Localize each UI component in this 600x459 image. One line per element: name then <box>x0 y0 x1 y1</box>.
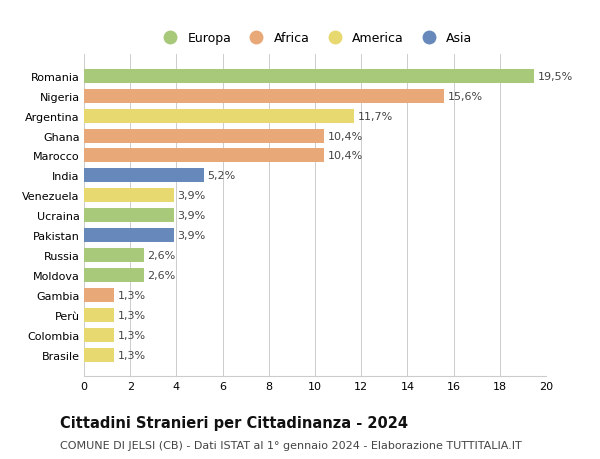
Bar <box>84 70 535 84</box>
Legend: Europa, Africa, America, Asia: Europa, Africa, America, Asia <box>157 33 473 45</box>
Bar <box>84 328 114 342</box>
Text: 19,5%: 19,5% <box>538 72 573 82</box>
Text: 3,9%: 3,9% <box>178 230 206 241</box>
Bar <box>84 149 324 163</box>
Bar <box>84 248 144 263</box>
Bar <box>84 129 324 143</box>
Text: 5,2%: 5,2% <box>208 171 236 181</box>
Bar <box>84 209 174 223</box>
Bar <box>84 269 144 282</box>
Text: 1,3%: 1,3% <box>118 350 146 360</box>
Text: 10,4%: 10,4% <box>328 151 363 161</box>
Text: 1,3%: 1,3% <box>118 330 146 340</box>
Text: COMUNE DI JELSI (CB) - Dati ISTAT al 1° gennaio 2024 - Elaborazione TUTTITALIA.I: COMUNE DI JELSI (CB) - Dati ISTAT al 1° … <box>60 440 522 450</box>
Text: 2,6%: 2,6% <box>148 251 176 260</box>
Text: 3,9%: 3,9% <box>178 211 206 221</box>
Text: 10,4%: 10,4% <box>328 131 363 141</box>
Bar <box>84 229 174 242</box>
Bar <box>84 348 114 362</box>
Text: 11,7%: 11,7% <box>358 112 393 121</box>
Text: 3,9%: 3,9% <box>178 191 206 201</box>
Bar <box>84 109 354 123</box>
Bar <box>84 169 204 183</box>
Bar <box>84 288 114 302</box>
Text: 1,3%: 1,3% <box>118 290 146 300</box>
Bar <box>84 90 445 103</box>
Text: 1,3%: 1,3% <box>118 310 146 320</box>
Text: 2,6%: 2,6% <box>148 270 176 280</box>
Bar <box>84 189 174 203</box>
Text: 15,6%: 15,6% <box>448 91 483 101</box>
Text: Cittadini Stranieri per Cittadinanza - 2024: Cittadini Stranieri per Cittadinanza - 2… <box>60 415 408 431</box>
Bar <box>84 308 114 322</box>
